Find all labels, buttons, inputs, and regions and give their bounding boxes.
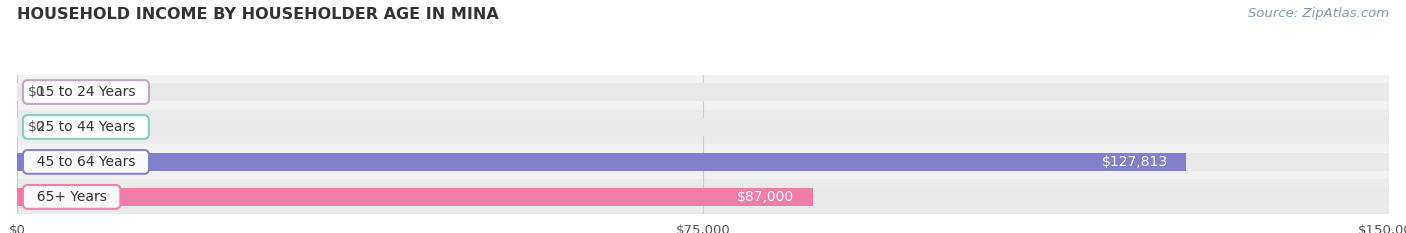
Text: Source: ZipAtlas.com: Source: ZipAtlas.com xyxy=(1249,7,1389,20)
Text: $0: $0 xyxy=(28,85,45,99)
Bar xyxy=(17,188,813,206)
Text: $127,813: $127,813 xyxy=(1102,155,1168,169)
Text: 25 to 44 Years: 25 to 44 Years xyxy=(28,120,143,134)
Text: $87,000: $87,000 xyxy=(737,190,794,204)
Text: 15 to 24 Years: 15 to 24 Years xyxy=(28,85,143,99)
Bar xyxy=(17,83,1389,101)
Text: HOUSEHOLD INCOME BY HOUSEHOLDER AGE IN MINA: HOUSEHOLD INCOME BY HOUSEHOLDER AGE IN M… xyxy=(17,7,499,22)
Text: 45 to 64 Years: 45 to 64 Years xyxy=(28,155,143,169)
Text: $0: $0 xyxy=(28,120,45,134)
Bar xyxy=(17,188,1389,206)
Text: 65+ Years: 65+ Years xyxy=(28,190,115,204)
Bar xyxy=(17,110,1389,144)
Bar xyxy=(17,75,1389,110)
Bar xyxy=(17,153,1187,171)
Bar xyxy=(17,153,1389,171)
Bar xyxy=(17,118,1389,136)
Bar xyxy=(17,179,1389,214)
Bar xyxy=(17,144,1389,179)
